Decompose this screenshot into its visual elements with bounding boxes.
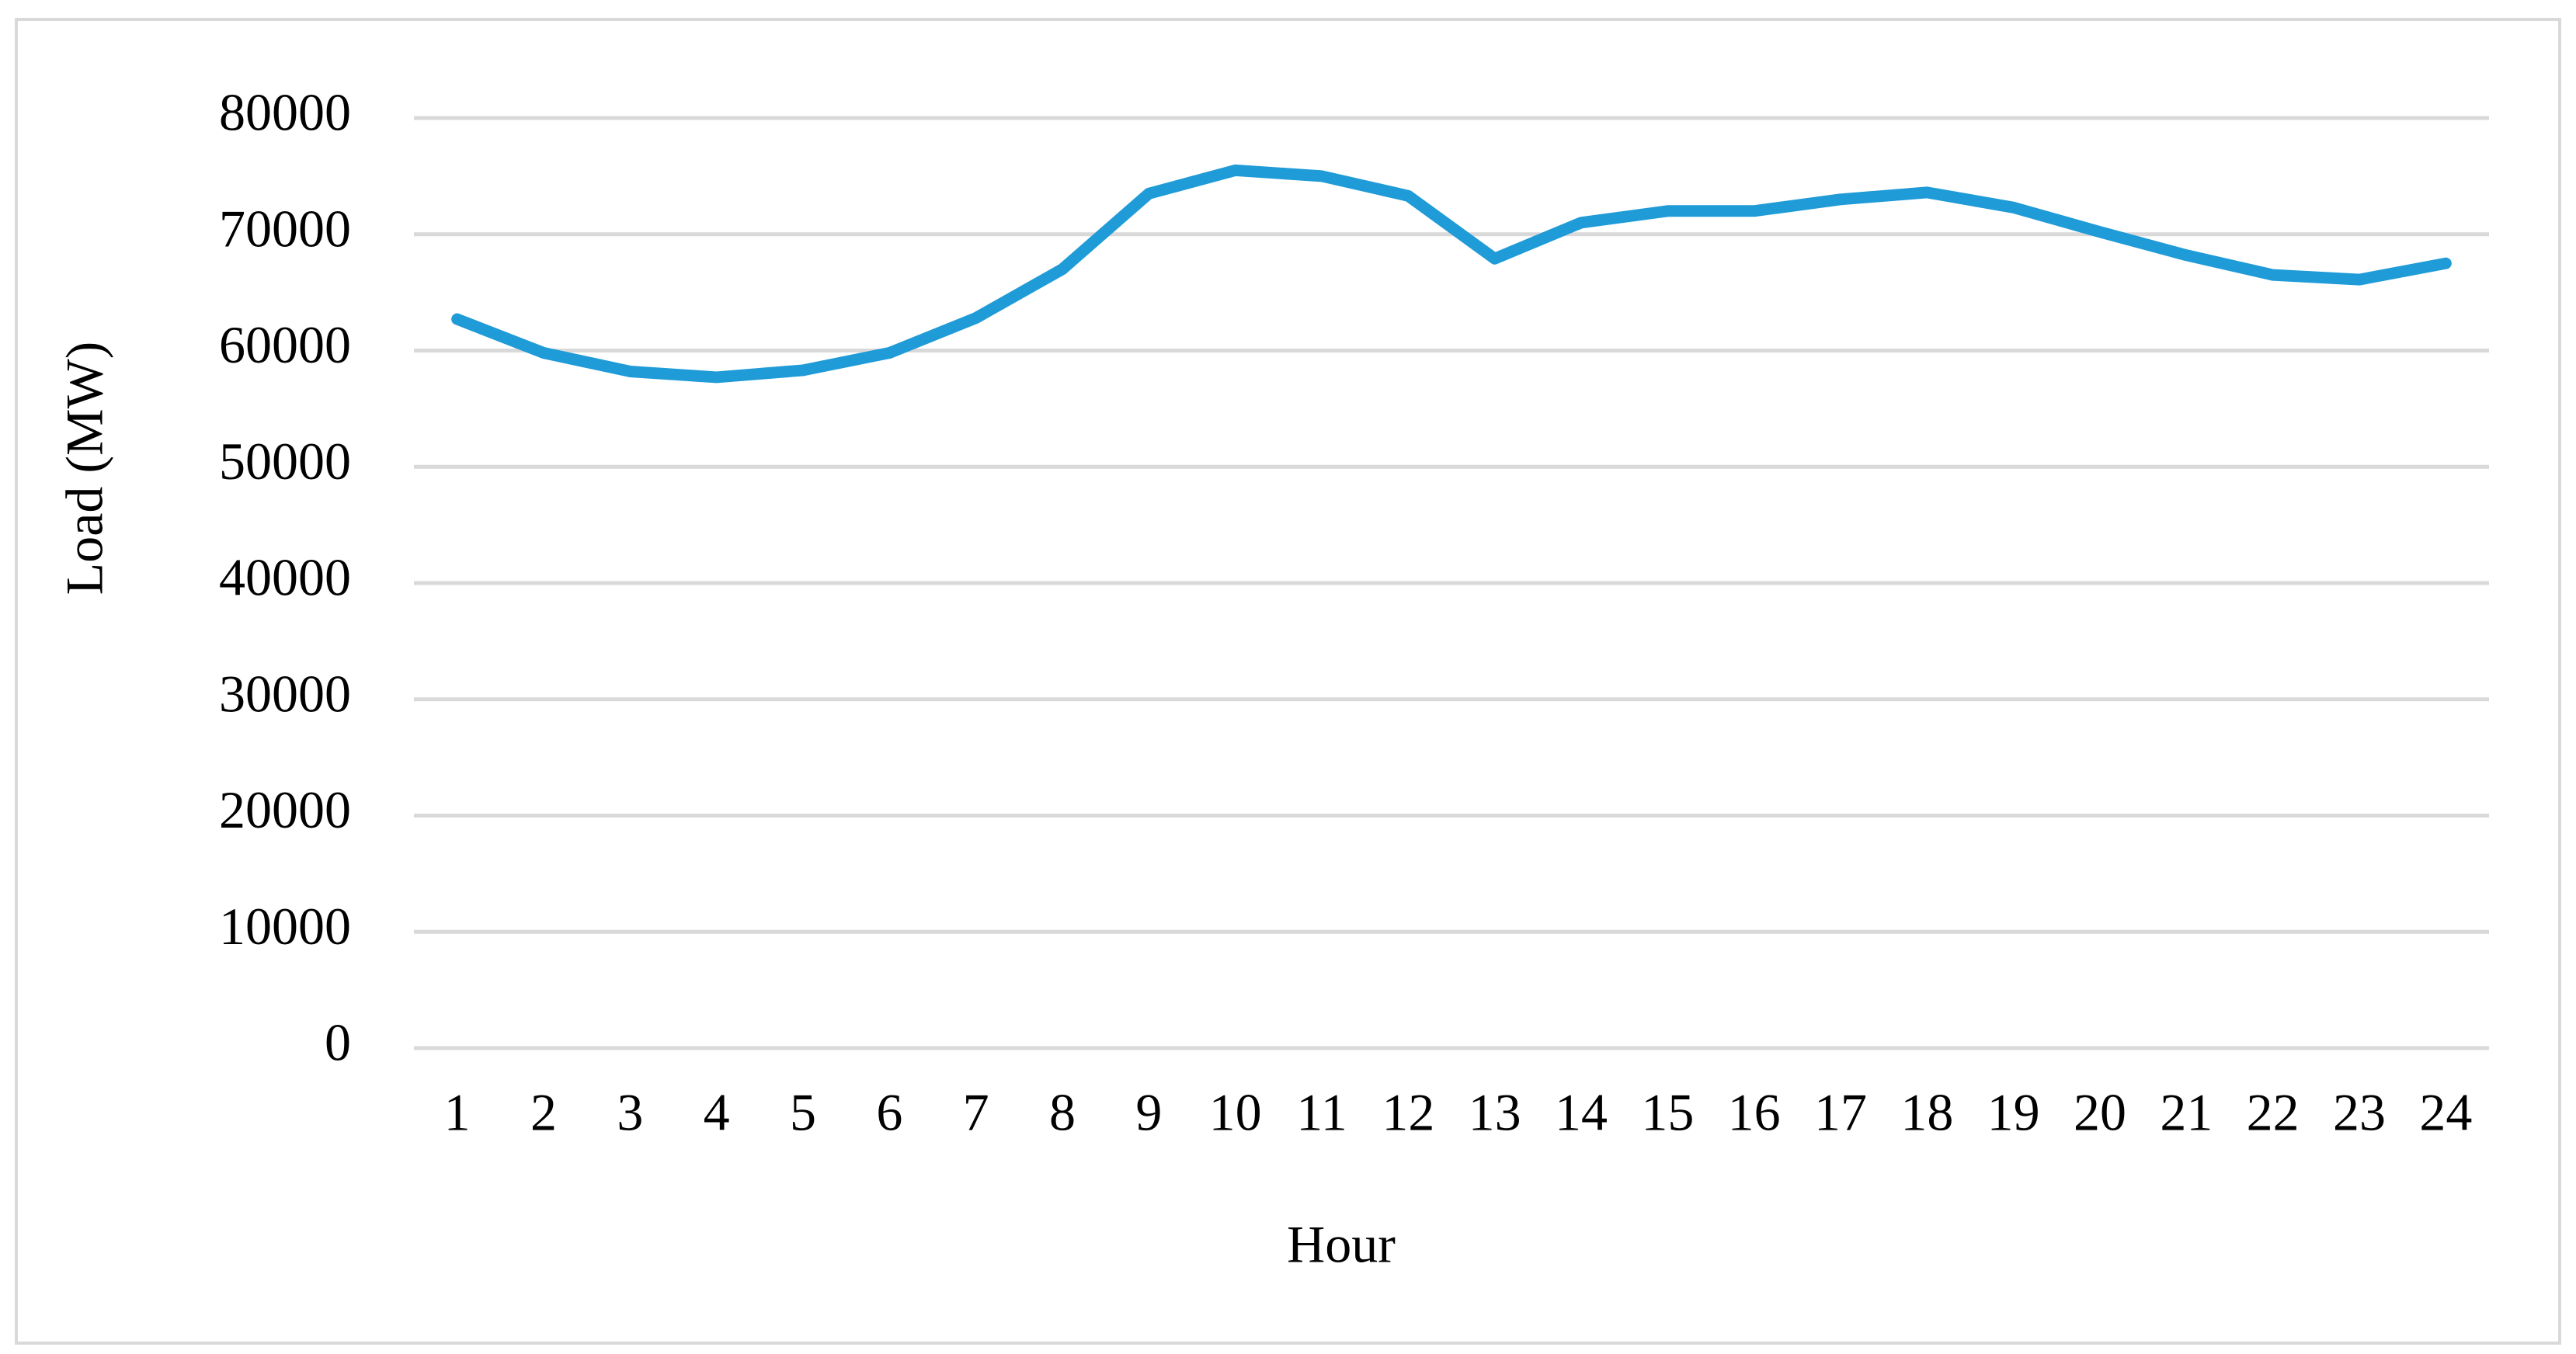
x-tick-label: 13 <box>1469 1083 1521 1142</box>
y-tick-label: 70000 <box>219 199 351 258</box>
x-tick-label: 18 <box>1900 1083 1953 1142</box>
chart-border <box>15 18 2561 1345</box>
x-tick-label: 17 <box>1814 1083 1867 1142</box>
x-tick-label: 4 <box>704 1083 730 1142</box>
y-axis-label: Load (MW) <box>55 342 114 595</box>
x-tick-label: 23 <box>2333 1083 2386 1142</box>
x-tick-label: 19 <box>1987 1083 2040 1142</box>
x-tick-label: 1 <box>444 1083 471 1142</box>
x-tick-label: 7 <box>963 1083 989 1142</box>
x-tick-label: 22 <box>2247 1083 2300 1142</box>
x-tick-label: 9 <box>1135 1083 1162 1142</box>
x-tick-label: 6 <box>876 1083 902 1142</box>
y-tick-label: 60000 <box>219 315 351 374</box>
y-tick-label: 50000 <box>219 432 351 491</box>
x-tick-label: 2 <box>530 1083 557 1142</box>
x-tick-label: 21 <box>2160 1083 2213 1142</box>
x-tick-label: 11 <box>1296 1083 1347 1142</box>
y-tick-label: 0 <box>325 1013 351 1072</box>
y-tick-label: 80000 <box>219 83 351 142</box>
x-tick-label: 10 <box>1209 1083 1262 1142</box>
x-axis-label: Hour <box>1287 1215 1396 1274</box>
y-tick-label: 40000 <box>219 548 351 607</box>
x-tick-label: 12 <box>1382 1083 1434 1142</box>
y-tick-label: 20000 <box>219 780 351 839</box>
y-tick-label: 30000 <box>219 664 351 723</box>
y-tick-label: 10000 <box>219 897 351 956</box>
x-tick-label: 24 <box>2419 1083 2472 1142</box>
x-tick-label: 15 <box>1641 1083 1694 1142</box>
x-tick-label: 20 <box>2074 1083 2126 1142</box>
x-tick-label: 14 <box>1555 1083 1608 1142</box>
data-line <box>451 164 2452 384</box>
x-tick-label: 16 <box>1728 1083 1781 1142</box>
x-tick-label: 8 <box>1049 1083 1076 1142</box>
x-tick-label: 3 <box>617 1083 643 1142</box>
x-tick-label: 5 <box>790 1083 816 1142</box>
